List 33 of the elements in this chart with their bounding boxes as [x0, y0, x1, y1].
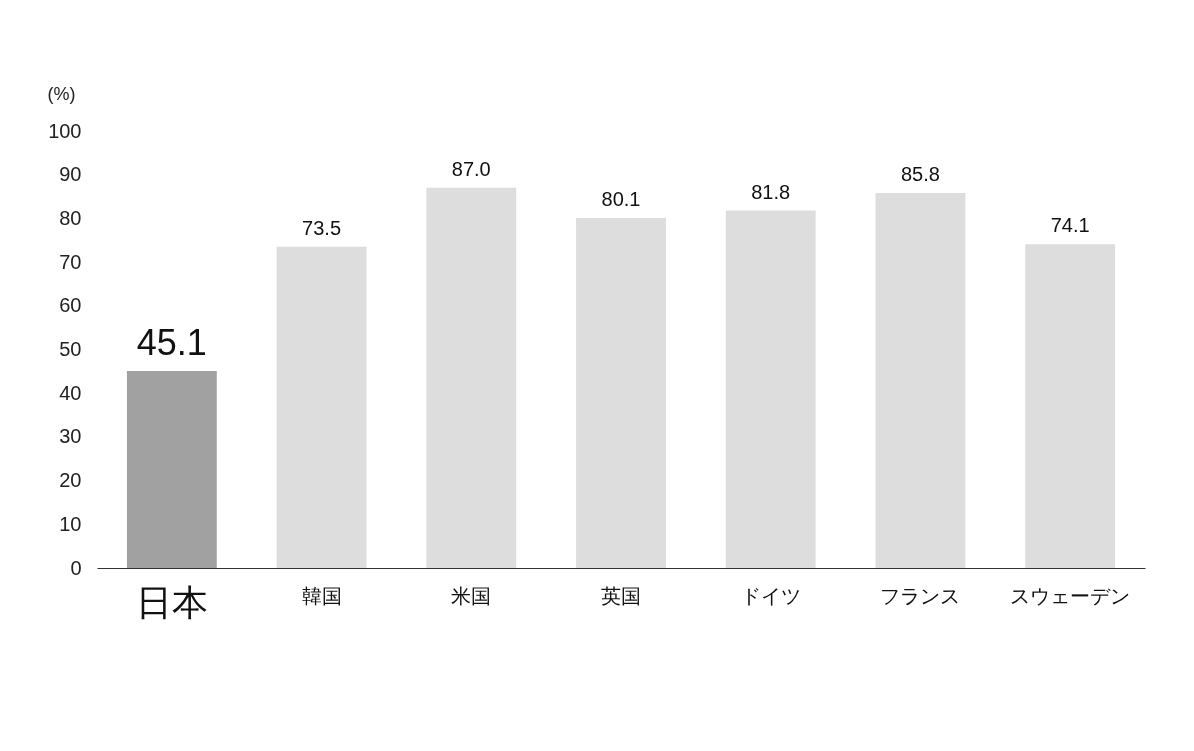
bar	[875, 193, 966, 568]
bar	[276, 246, 367, 568]
y-tick-label: 80	[59, 206, 82, 229]
bar	[426, 187, 517, 568]
data-label: 81.8	[751, 180, 791, 203]
x-tick-label: 韓国	[301, 584, 342, 607]
data-label: 85.8	[900, 163, 940, 186]
y-tick-label: 90	[59, 163, 82, 186]
bar	[1025, 244, 1116, 568]
y-tick-label: 30	[59, 425, 82, 448]
bar	[576, 217, 666, 568]
data-label: 73.5	[302, 216, 342, 239]
y-axis-title: (%)	[47, 83, 76, 104]
data-label: 87.0	[451, 157, 491, 180]
x-tick-label: 英国	[601, 584, 641, 607]
y-tick-label: 100	[48, 119, 82, 142]
data-label: 74.1	[1050, 214, 1090, 237]
y-tick-label: 20	[59, 469, 82, 492]
x-tick-label: スウェーデン	[1010, 584, 1131, 607]
y-tick-label: 40	[59, 381, 82, 404]
bar	[126, 370, 217, 568]
data-label: 80.1	[601, 187, 641, 210]
x-tick-label: 米国	[451, 584, 492, 607]
x-tick-label: ドイツ	[740, 584, 801, 607]
y-tick-label: 70	[59, 250, 82, 273]
x-tick-label: 日本	[135, 581, 208, 623]
x-tick-label: フランス	[880, 584, 961, 607]
bar	[725, 210, 816, 568]
data-label: 45.1	[136, 321, 207, 363]
y-tick-label: 0	[70, 556, 82, 579]
y-tick-label: 60	[59, 294, 82, 317]
y-tick-label: 10	[59, 512, 82, 535]
y-tick-label: 50	[59, 338, 82, 360]
